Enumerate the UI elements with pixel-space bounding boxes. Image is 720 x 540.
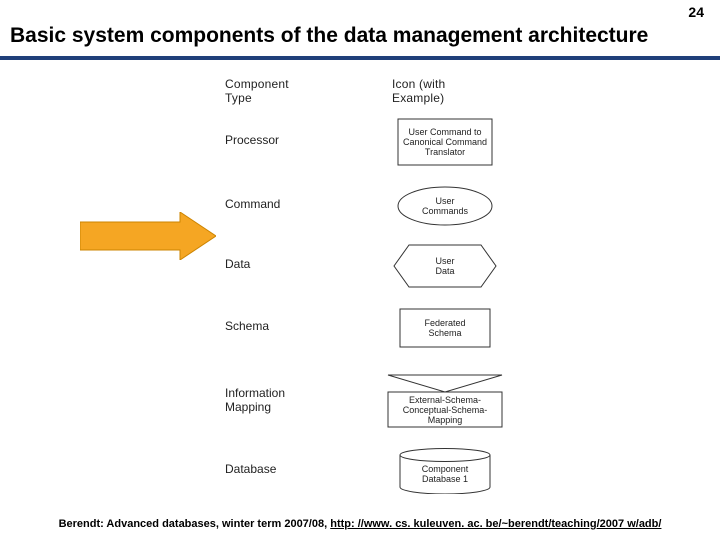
svg-text:Canonical Command: Canonical Command (403, 137, 487, 147)
ellipse-icon: UserCommands (397, 186, 493, 226)
footer-text: Berendt: Advanced databases, winter term… (59, 518, 331, 530)
svg-text:User Command to: User Command to (408, 127, 481, 137)
svg-text:User: User (435, 256, 454, 266)
column-header: ComponentType (225, 78, 289, 106)
footer: Berendt: Advanced databases, winter term… (24, 518, 696, 530)
svg-text:Data: Data (435, 266, 454, 276)
row-label: Processor (225, 134, 279, 148)
row-label: Schema (225, 320, 269, 334)
highlight-arrow (80, 212, 216, 260)
svg-text:Mapping: Mapping (428, 415, 463, 425)
row-label: Database (225, 463, 276, 477)
hexagon-icon: UserData (393, 244, 497, 288)
rect-icon: User Command toCanonical CommandTranslat… (397, 118, 493, 166)
svg-text:Conceptual-Schema-: Conceptual-Schema- (403, 405, 488, 415)
title-rule (0, 56, 720, 60)
cylinder-icon: ComponentDatabase 1 (399, 448, 491, 494)
mapping-icon: External-Schema-Conceptual-Schema-Mappin… (387, 374, 503, 428)
svg-text:Federated: Federated (424, 318, 465, 328)
svg-text:Translator: Translator (425, 147, 465, 157)
footer-link[interactable]: http: //www. cs. kuleuven. ac. be/~beren… (330, 518, 661, 530)
rect-icon: FederatedSchema (399, 308, 491, 348)
slide: 24 Basic system components of the data m… (0, 0, 720, 540)
slide-title: Basic system components of the data mana… (10, 24, 710, 48)
svg-text:Commands: Commands (422, 206, 469, 216)
svg-text:Database 1: Database 1 (422, 474, 468, 484)
page-number: 24 (688, 4, 704, 20)
svg-text:User: User (435, 196, 454, 206)
diagram-area: ComponentType Icon (withExample) Processor… (0, 78, 720, 500)
row-label: InformationMapping (225, 387, 285, 415)
row-label: Command (225, 198, 280, 212)
svg-text:Component: Component (422, 464, 469, 474)
row-label: Data (225, 258, 250, 272)
svg-text:Schema: Schema (428, 328, 461, 338)
svg-text:External-Schema-: External-Schema- (409, 395, 481, 405)
column-header: Icon (withExample) (392, 78, 445, 106)
